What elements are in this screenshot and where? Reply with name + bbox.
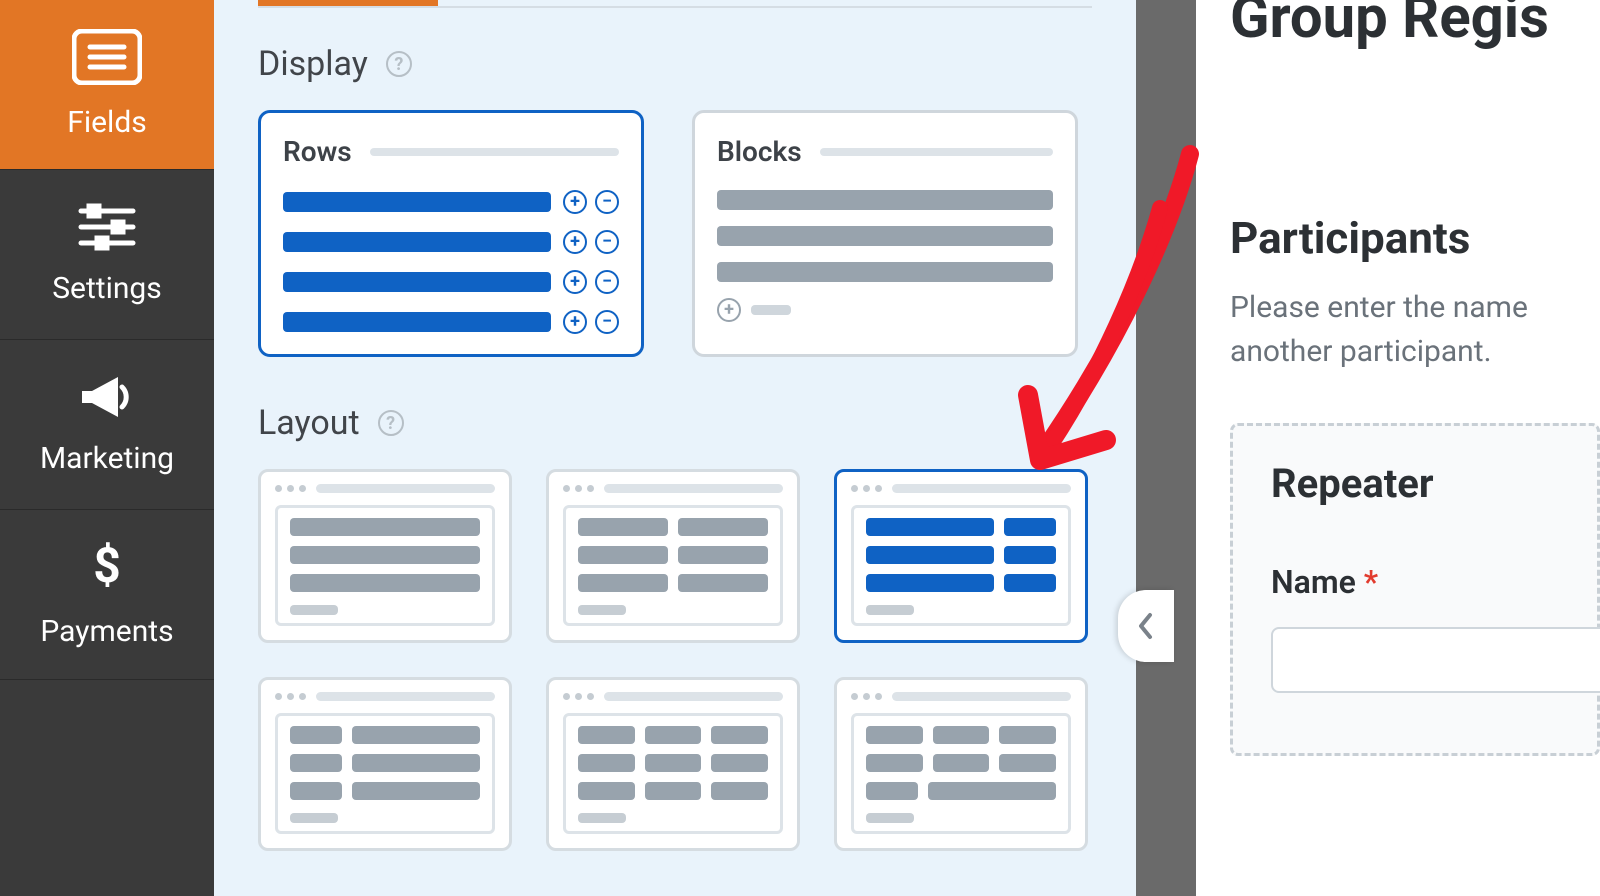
form-preview: Group Regis Participants Please enter th… <box>1196 0 1600 896</box>
window-dots-icon <box>275 693 306 700</box>
repeater-field[interactable]: Repeater Name * <box>1230 423 1600 756</box>
decorative-bar <box>820 148 1053 156</box>
form-icon <box>72 29 142 89</box>
decorative-stub <box>290 605 338 615</box>
decorative-stub <box>578 813 626 823</box>
row-bar <box>283 232 551 252</box>
section-heading: Participants <box>1230 212 1600 264</box>
display-option-title: Rows <box>283 135 352 168</box>
svg-text:$: $ <box>93 540 121 594</box>
required-asterisk: * <box>1364 563 1378 601</box>
layout-option-two-col[interactable] <box>546 469 800 643</box>
layout-option-narrow-wide[interactable] <box>258 677 512 851</box>
decorative-bar <box>604 692 783 701</box>
decorative-stub <box>290 813 338 823</box>
help-icon[interactable]: ? <box>386 51 412 77</box>
decorative-bar <box>604 484 783 493</box>
row-bar <box>283 312 551 332</box>
row-bar <box>283 192 551 212</box>
plus-icon: + <box>563 270 587 294</box>
decorative-stub <box>578 605 626 615</box>
field-label: Name * <box>1271 563 1597 601</box>
decorative-stub <box>751 305 791 315</box>
display-options: Rows +− +− +− +− Blocks + <box>258 110 1092 357</box>
decorative-stub <box>866 813 914 823</box>
section-title: Display <box>258 44 368 84</box>
window-dots-icon <box>563 485 594 492</box>
tab-underline <box>258 6 1092 8</box>
display-option-rows[interactable]: Rows +− +− +− +− <box>258 110 644 357</box>
decorative-bar <box>316 484 495 493</box>
layout-options <box>258 469 1092 851</box>
section-header-display: Display ? <box>258 44 1092 84</box>
sidebar-item-fields[interactable]: Fields <box>0 0 214 170</box>
minus-icon: − <box>595 190 619 214</box>
sidebar-item-payments[interactable]: $ Payments <box>0 510 214 680</box>
decorative-bar <box>892 484 1071 493</box>
bullhorn-icon <box>78 373 136 425</box>
row-bar <box>283 272 551 292</box>
row-bar <box>717 226 1053 246</box>
sidebar-item-label: Settings <box>52 271 162 306</box>
collapse-panel-button[interactable] <box>1118 590 1174 662</box>
panel-divider <box>1136 0 1196 896</box>
section-header-layout: Layout ? <box>258 403 1092 443</box>
sidebar-item-marketing[interactable]: Marketing <box>0 340 214 510</box>
decorative-bar <box>370 148 619 156</box>
sidebar-item-label: Fields <box>67 105 146 140</box>
name-input[interactable] <box>1271 627 1600 693</box>
plus-icon: + <box>563 230 587 254</box>
minus-icon: − <box>595 310 619 334</box>
section-description: Please enter the name another participan… <box>1230 286 1600 373</box>
window-dots-icon <box>563 693 594 700</box>
layout-option-mixed[interactable] <box>834 677 1088 851</box>
sidebar-item-settings[interactable]: Settings <box>0 170 214 340</box>
display-option-title: Blocks <box>717 135 802 168</box>
repeater-title: Repeater <box>1271 460 1597 507</box>
layout-option-three-col[interactable] <box>546 677 800 851</box>
display-option-blocks[interactable]: Blocks + <box>692 110 1078 357</box>
sidebar: Fields Settings Marketing $ Payments <box>0 0 214 896</box>
plus-icon: + <box>717 298 741 322</box>
dollar-icon: $ <box>90 540 124 598</box>
minus-icon: − <box>595 230 619 254</box>
plus-icon: + <box>563 190 587 214</box>
sidebar-item-label: Payments <box>40 614 173 649</box>
decorative-stub <box>866 605 914 615</box>
window-dots-icon <box>851 693 882 700</box>
config-panel: Display ? Rows +− +− +− +− Blocks + <box>214 0 1136 896</box>
blocks-add-row: + <box>717 298 1053 322</box>
page-title: Group Regis <box>1230 0 1600 52</box>
decorative-bar <box>892 692 1071 701</box>
row-bar <box>717 190 1053 210</box>
decorative-bar <box>316 692 495 701</box>
window-dots-icon <box>851 485 882 492</box>
layout-option-single[interactable] <box>258 469 512 643</box>
layout-option-wide-narrow[interactable] <box>834 469 1088 643</box>
minus-icon: − <box>595 270 619 294</box>
sliders-icon <box>77 203 137 255</box>
plus-icon: + <box>563 310 587 334</box>
sidebar-item-label: Marketing <box>40 441 174 476</box>
help-icon[interactable]: ? <box>378 410 404 436</box>
row-bar <box>717 262 1053 282</box>
chevron-left-icon <box>1137 612 1155 640</box>
section-title: Layout <box>258 403 360 443</box>
window-dots-icon <box>275 485 306 492</box>
